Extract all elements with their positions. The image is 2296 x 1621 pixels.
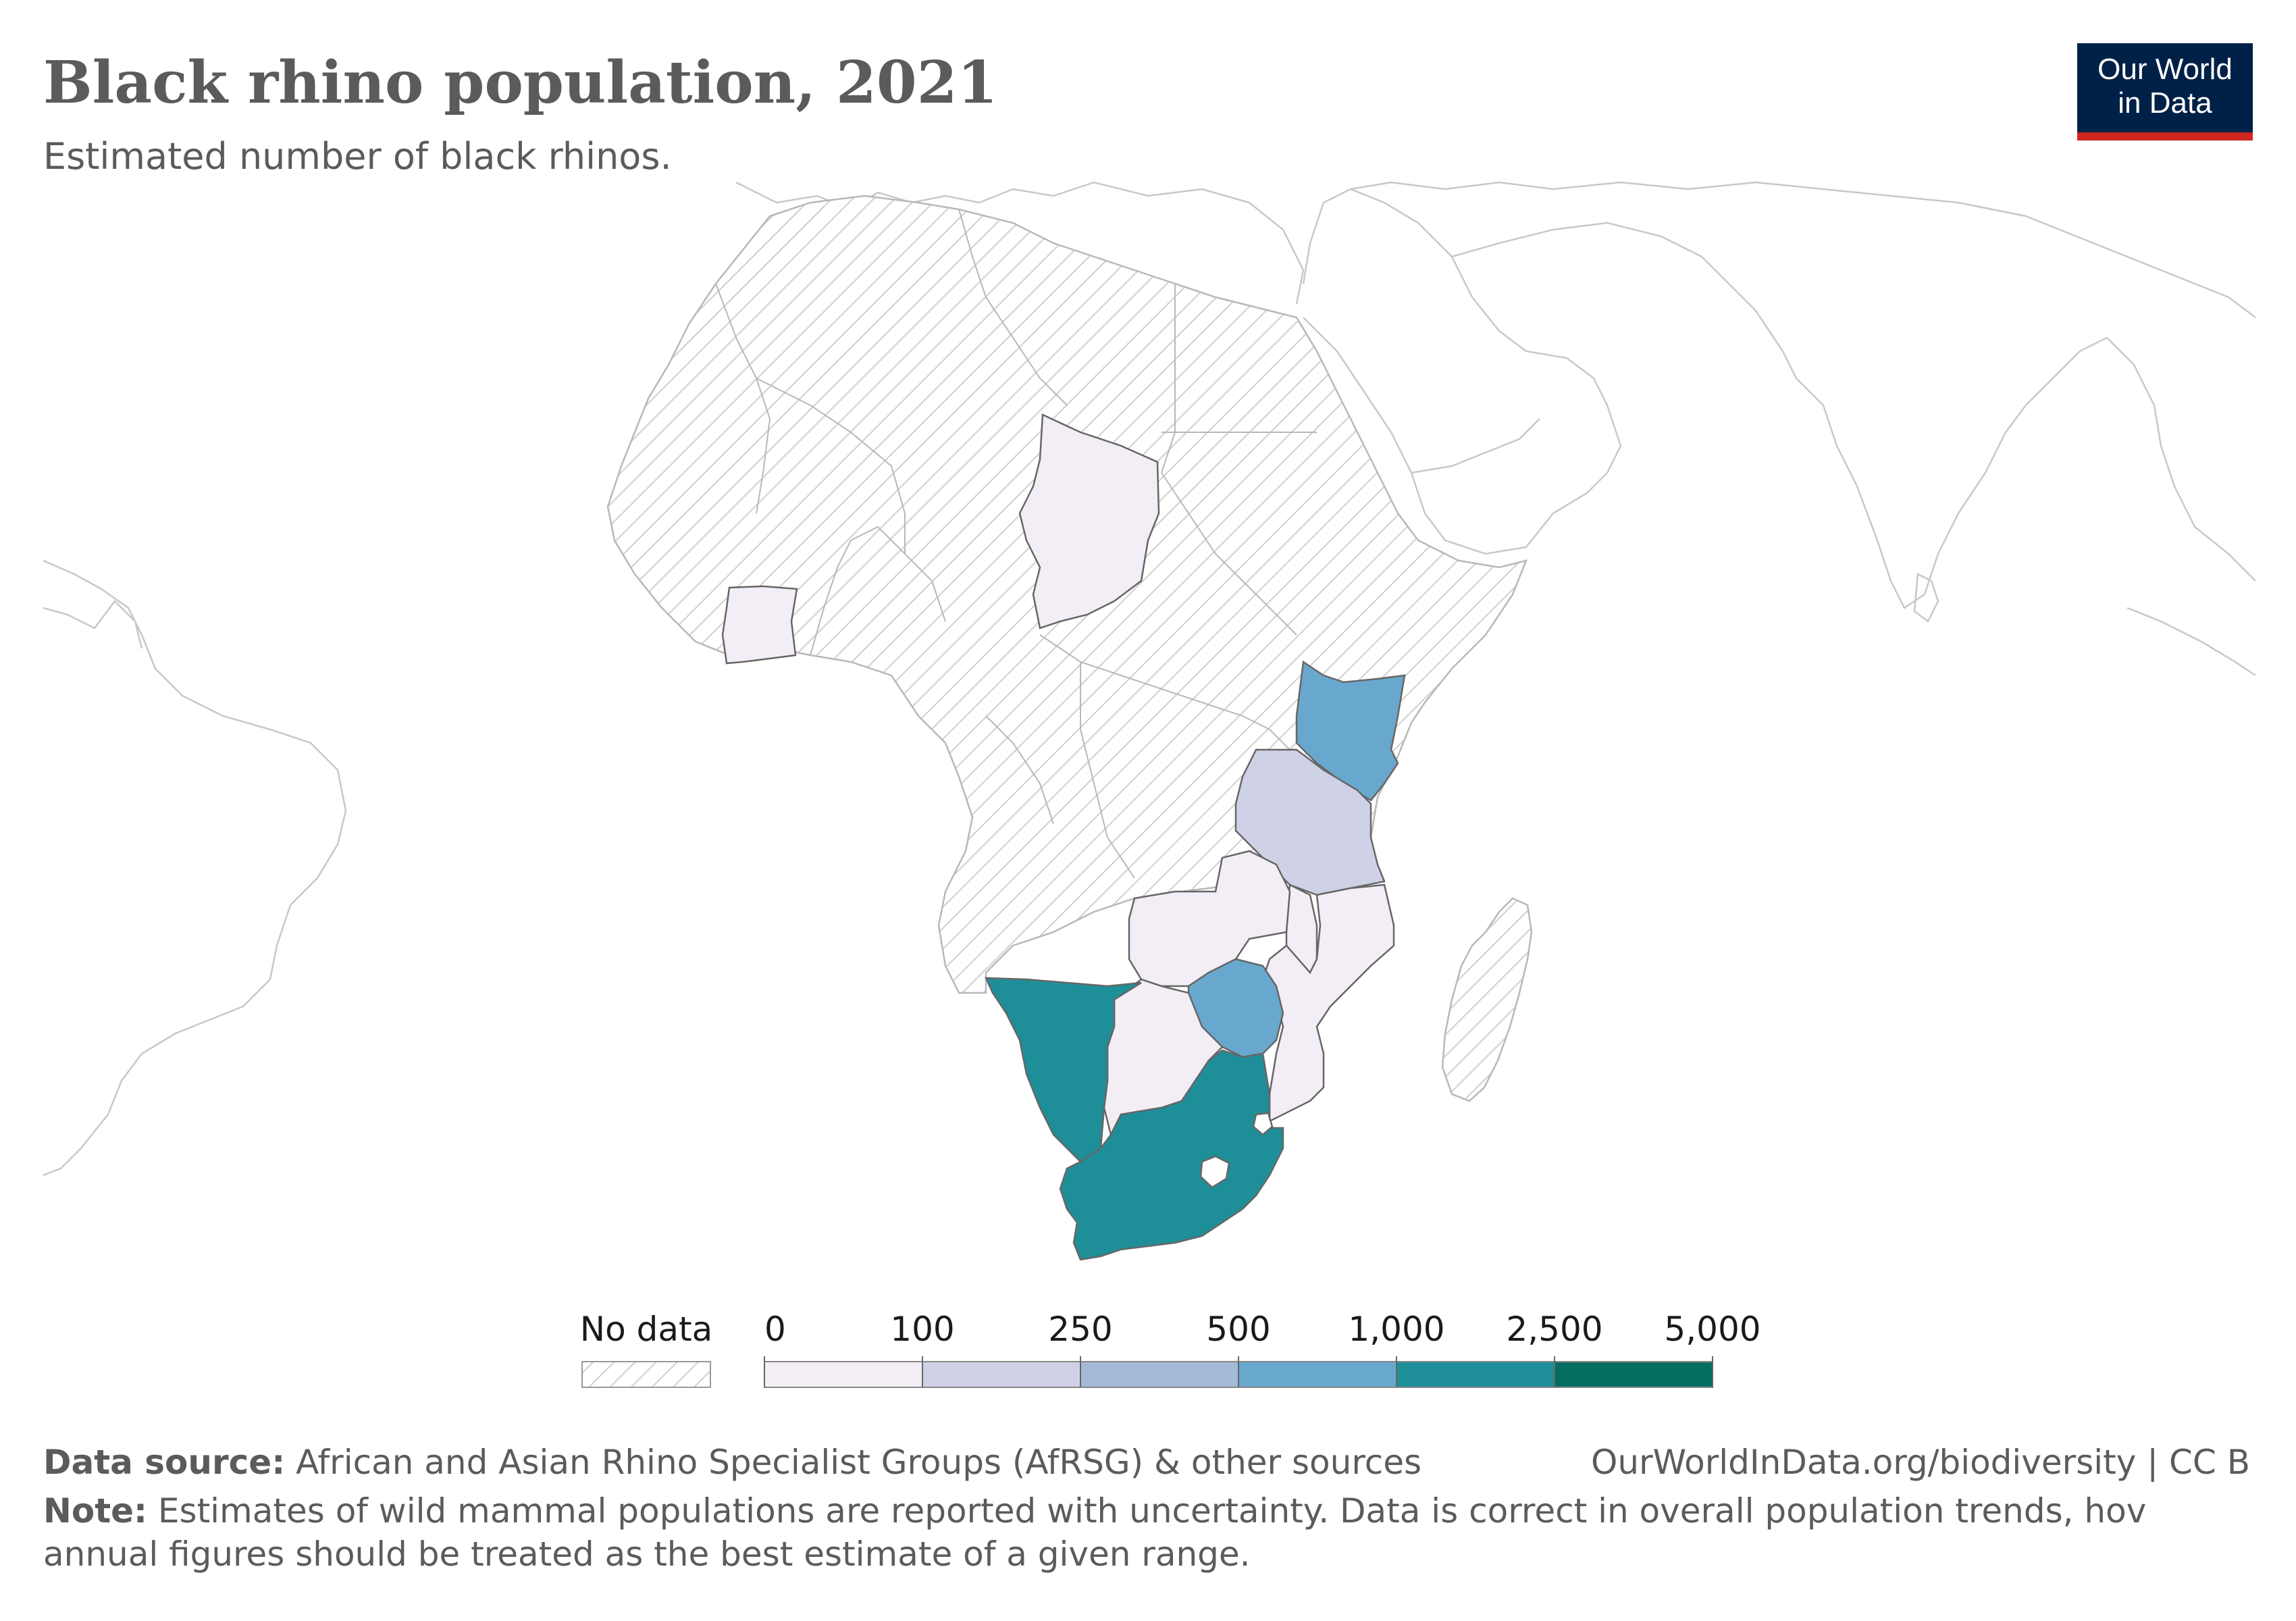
iran-outline (1451, 222, 1798, 379)
countries-with-data (721, 413, 1406, 1261)
madagascar-outline (1441, 897, 1533, 1102)
logo-line-2: in Data (2118, 86, 2212, 120)
asia-north-outline (1350, 181, 2256, 318)
legend-tick-label-3: 500 (1206, 1310, 1270, 1349)
credit-link[interactable]: OurWorldInData.org/biodiversity | CC B (1591, 1443, 2251, 1482)
sri-lanka-outline (1913, 573, 1939, 623)
arabia-gulf-outline (1411, 418, 1540, 474)
note-line-2: annual figures should be treated as the … (43, 1535, 1251, 1574)
legend-bin-1 (922, 1361, 1081, 1388)
south-america-outline (43, 559, 347, 1177)
legend-bin-3 (1238, 1361, 1397, 1388)
legend-tick-label-6: 5,000 (1664, 1310, 1760, 1349)
eswatini (1252, 1112, 1274, 1136)
indonesia-outline (2127, 607, 2256, 677)
chart-title: Black rhino population, 2021 (43, 49, 998, 117)
legend-bins (764, 1361, 1713, 1388)
legend-ticks: 0 100 250 500 1,000 2,500 5,000 (764, 1310, 1761, 1387)
legend-bin-5 (1554, 1361, 1713, 1388)
kenya (1295, 660, 1406, 802)
legend-bin-2 (1080, 1361, 1239, 1388)
data-source: Data source: African and Asian Rhino Spe… (43, 1443, 1421, 1482)
legend-tick-label-5: 2,500 (1506, 1310, 1602, 1349)
legend-bin-4 (1396, 1361, 1555, 1388)
legend-tick-label-1: 100 (890, 1310, 954, 1349)
logo-line-1: Our World (2097, 53, 2233, 86)
legend-tick-label-0: 0 (764, 1310, 786, 1349)
south-africa (1059, 1049, 1284, 1261)
country-borders (715, 209, 1345, 879)
legend-no-data-label: No data (580, 1310, 713, 1349)
legend-bin-0 (764, 1361, 923, 1388)
note-label: Note: (43, 1491, 148, 1530)
data-source-text: African and Asian Rhino Specialist Group… (296, 1443, 1422, 1482)
legend-tick-label-2: 250 (1048, 1310, 1112, 1349)
ivory-coast (721, 585, 798, 665)
southeast-asia-outline (2106, 337, 2256, 582)
map-legend: No data 0 100 250 500 1,000 2,500 5,000 (580, 1310, 1761, 1388)
legend-tick-label-4: 1,000 (1348, 1310, 1444, 1349)
note-line-1: Note: Estimates of wild mammal populatio… (43, 1491, 2146, 1530)
chart-subtitle: Estimated number of black rhinos. (43, 135, 672, 178)
middle-east-outline (1302, 188, 1622, 555)
india-outline (1796, 336, 2108, 609)
chad (1018, 413, 1160, 629)
data-source-label: Data source: (43, 1443, 286, 1482)
lesotho (1199, 1155, 1230, 1189)
legend-no-data-swatch (581, 1361, 711, 1388)
owid-logo[interactable]: Our World in Data (2077, 43, 2253, 140)
mozambique (1261, 883, 1395, 1123)
world-outlines (43, 181, 2256, 1177)
note-text-1: Estimates of wild mammal populations are… (157, 1491, 2147, 1530)
caribbean-outline (43, 600, 143, 649)
zambia (1128, 850, 1291, 987)
